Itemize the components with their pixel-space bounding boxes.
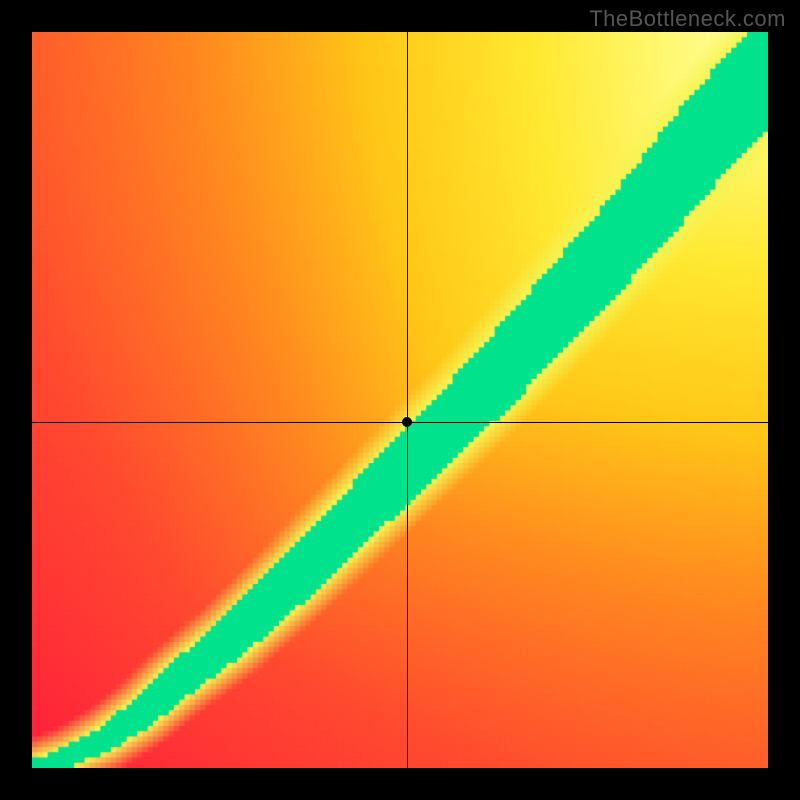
crosshair-vertical [407, 32, 408, 768]
crosshair-horizontal [32, 422, 768, 423]
heatmap-canvas [32, 32, 768, 768]
chart-container: TheBottleneck.com [0, 0, 800, 800]
plot-frame [32, 32, 768, 768]
watermark-text: TheBottleneck.com [589, 6, 786, 32]
crosshair-marker [402, 417, 412, 427]
